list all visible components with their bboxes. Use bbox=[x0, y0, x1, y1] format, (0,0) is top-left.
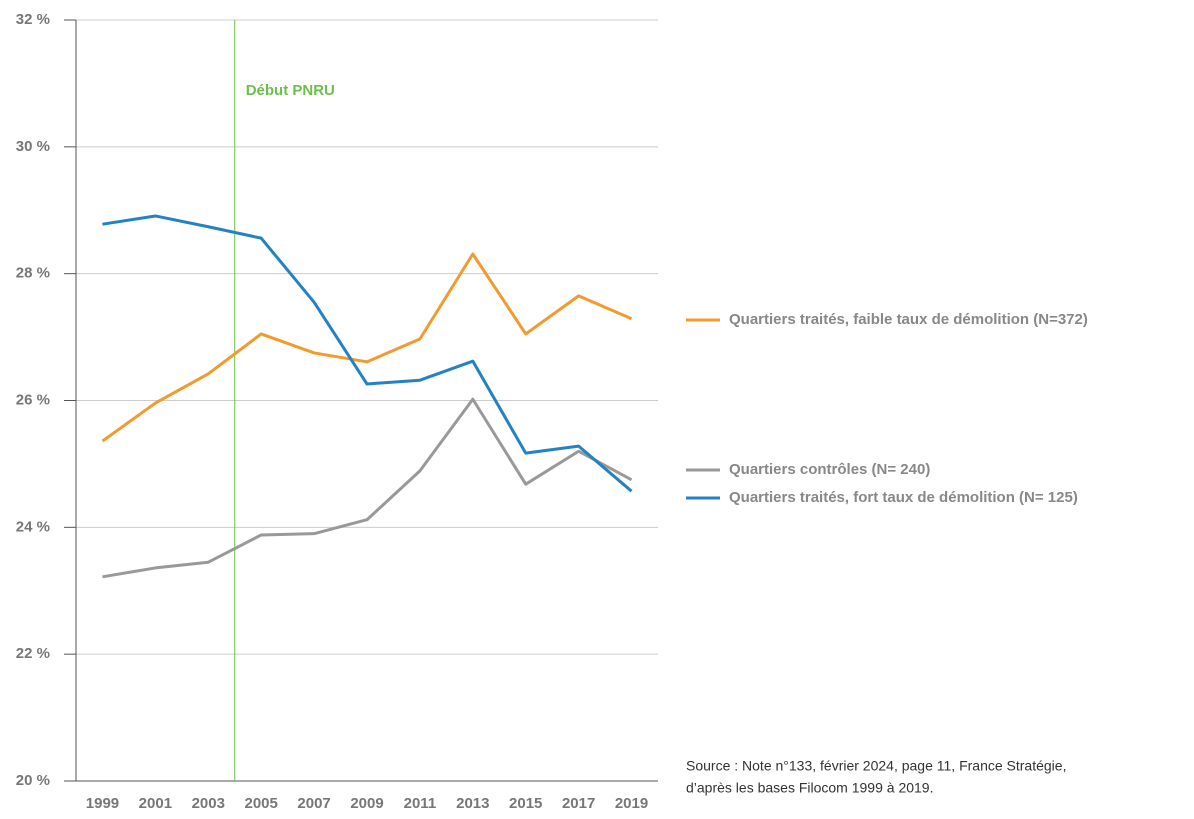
y-tick-label: 20 % bbox=[16, 772, 50, 789]
line bbox=[102, 397, 633, 579]
x-tick-label: 2013 bbox=[456, 795, 489, 812]
line bbox=[102, 214, 633, 493]
x-tick-label: 2017 bbox=[562, 795, 595, 812]
x-tick-label: 2015 bbox=[509, 795, 542, 812]
x-tick-label: 2007 bbox=[297, 795, 330, 812]
line bbox=[101, 252, 633, 443]
y-tick-label: 26 % bbox=[16, 391, 50, 408]
x-tick-label: 2019 bbox=[615, 795, 648, 812]
x-tick-label: 2005 bbox=[244, 795, 277, 812]
y-tick-label: 32 % bbox=[16, 11, 50, 28]
source: Source : Note n°133, février 2024, page … bbox=[686, 758, 1066, 774]
y-tick-label: 28 % bbox=[16, 265, 50, 282]
y-tick-label: 22 % bbox=[16, 645, 50, 662]
x-tick-label: 2011 bbox=[404, 795, 437, 812]
legend-label: Quartiers traités, fort taux de démoliti… bbox=[729, 489, 1078, 506]
x-tick-label: 1999 bbox=[86, 795, 119, 812]
y-tick-label: 30 % bbox=[16, 138, 50, 155]
y-tick-label: 24 % bbox=[16, 518, 50, 535]
x-tick-label: 2009 bbox=[350, 795, 383, 812]
legend-label: Quartiers traités, faible taux de démoli… bbox=[729, 311, 1088, 328]
x-tick-label: 2001 bbox=[139, 795, 172, 812]
legend-label: Quartiers contrôles (N= 240) bbox=[729, 461, 930, 478]
source: d’après les bases Filocom 1999 à 2019. bbox=[686, 780, 933, 796]
annotation: Début PNRU bbox=[246, 82, 335, 99]
x-tick-label: 2003 bbox=[192, 795, 225, 812]
